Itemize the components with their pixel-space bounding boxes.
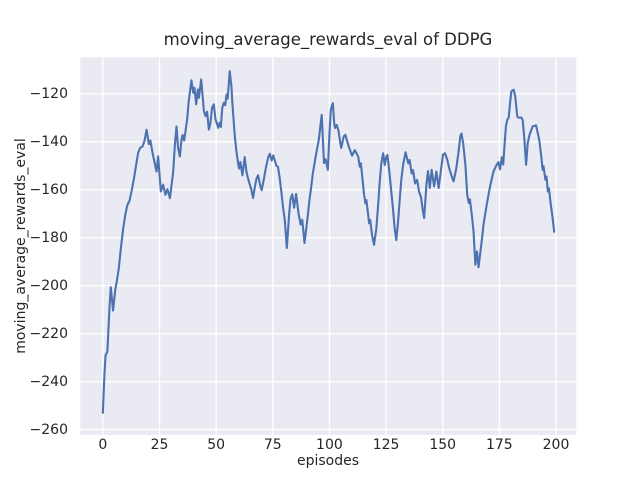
x-tick-label: 150 bbox=[429, 437, 457, 453]
y-tick-label: −140 bbox=[29, 133, 68, 150]
plot-area bbox=[80, 57, 577, 435]
x-tick-label: 125 bbox=[372, 437, 400, 453]
x-tick-label: 175 bbox=[485, 437, 513, 453]
reward-line bbox=[101, 70, 556, 414]
y-tick-label: −240 bbox=[29, 373, 68, 390]
x-tick-label: 25 bbox=[150, 437, 169, 453]
y-tick-label: −120 bbox=[29, 85, 68, 102]
y-tick-label: −220 bbox=[29, 325, 68, 342]
x-tick-label: 75 bbox=[263, 437, 282, 453]
y-tick-label: −200 bbox=[29, 277, 68, 294]
x-tick-label: 0 bbox=[98, 437, 108, 453]
x-axis-label: episodes bbox=[296, 453, 360, 469]
x-tick-label: 50 bbox=[207, 437, 226, 453]
y-tick-label: −160 bbox=[29, 181, 68, 198]
chart-title: moving_average_rewards_eval of DDPG bbox=[163, 30, 493, 49]
y-tick-label: −260 bbox=[29, 421, 68, 438]
y-tick-label: −180 bbox=[29, 229, 68, 246]
x-tick-label: 100 bbox=[316, 437, 343, 453]
x-tick-label: 200 bbox=[542, 437, 570, 453]
